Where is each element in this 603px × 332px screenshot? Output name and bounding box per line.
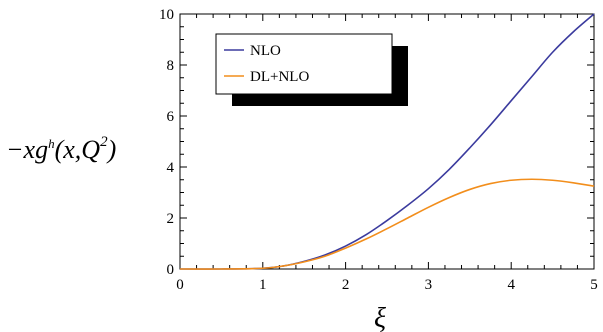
x-tick-label: 4 bbox=[507, 277, 515, 293]
x-tick-label: 0 bbox=[176, 277, 184, 293]
axes: 0 1 2 3 4 5 0 2 4 6 8 10 bbox=[159, 7, 598, 293]
y-tick-label: 10 bbox=[159, 7, 174, 23]
x-axis-label: ξ bbox=[374, 303, 386, 332]
series-lines bbox=[179, 13, 595, 270]
y-tick-label: 4 bbox=[167, 160, 175, 176]
x-tick-label: 5 bbox=[590, 277, 598, 293]
y-tick-label: 2 bbox=[167, 211, 175, 227]
x-tick-label: 3 bbox=[425, 277, 433, 293]
y-tick-label: 6 bbox=[167, 109, 175, 125]
x-tick-label: 2 bbox=[342, 277, 350, 293]
y-axis-label: −xgh(x,Q2) bbox=[6, 134, 116, 164]
x-tick-label: 1 bbox=[259, 277, 267, 293]
y-tick-label: 0 bbox=[167, 262, 175, 278]
legend: NLO DL+NLO bbox=[215, 33, 408, 106]
series-line-1 bbox=[179, 178, 595, 270]
legend-label-dlnlo: DL+NLO bbox=[250, 69, 309, 85]
legend-label-nlo: NLO bbox=[250, 43, 281, 59]
legend-box bbox=[215, 33, 393, 95]
y-tick-label: 8 bbox=[167, 58, 175, 74]
